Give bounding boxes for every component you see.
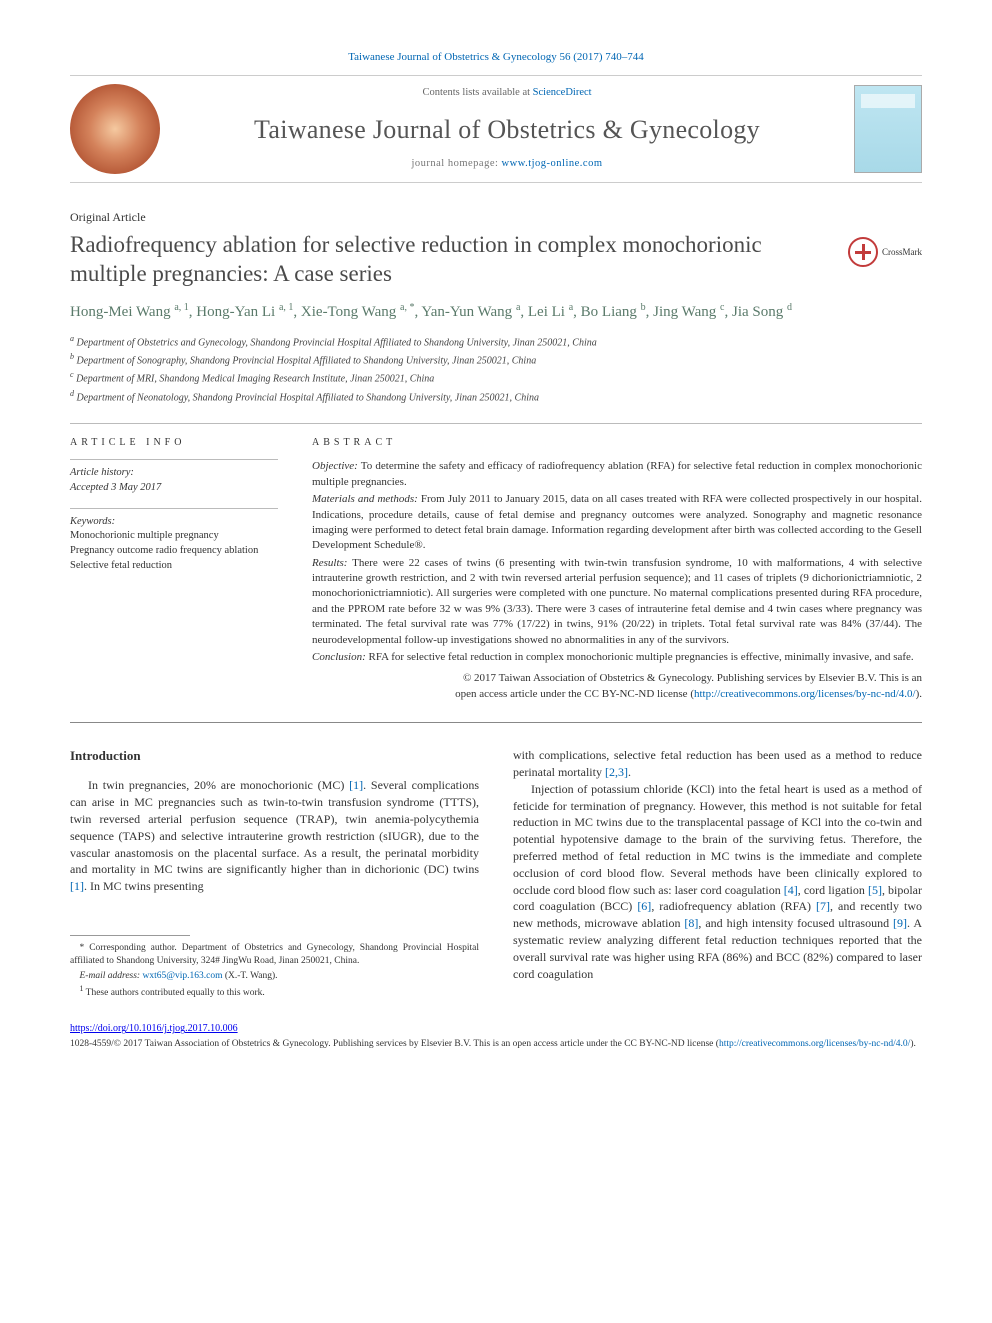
- footnote-divider: [70, 935, 190, 936]
- abstract-paragraph: Conclusion: RFA for selective fetal redu…: [312, 650, 922, 665]
- contents-prefix: Contents lists available at: [422, 87, 532, 98]
- keywords-label: Keywords:: [70, 515, 278, 530]
- top-citation: Taiwanese Journal of Obstetrics & Gyneco…: [70, 50, 922, 65]
- history-label: Article history:: [70, 466, 278, 481]
- email-link[interactable]: wxt65@vip.163.com: [142, 971, 222, 981]
- contents-available: Contents lists available at ScienceDirec…: [176, 86, 838, 100]
- divider: [70, 423, 922, 424]
- crossmark-label: CrossMark: [882, 246, 922, 258]
- keyword-item: Monochorionic multiple pregnancy: [70, 529, 278, 544]
- license-suffix: ).: [910, 1039, 916, 1049]
- doi: https://doi.org/10.1016/j.tjog.2017.10.0…: [70, 1022, 922, 1036]
- abstract-paragraph: Objective: To determine the safety and e…: [312, 459, 922, 490]
- corr-label: * Corresponding author.: [80, 943, 177, 953]
- affiliation-item: b Department of Sonography, Shandong Pro…: [70, 351, 922, 368]
- journal-cover-icon: [854, 85, 922, 173]
- abstract-label: ABSTRACT: [312, 436, 922, 450]
- intro-para-right-1: with complications, selective fetal redu…: [513, 747, 922, 781]
- email-suffix: (X.-T. Wang).: [222, 971, 277, 981]
- divider: [70, 722, 922, 723]
- article-title: Radiofrequency ablation for selective re…: [70, 231, 828, 289]
- affiliations-list: a Department of Obstetrics and Gynecolog…: [70, 333, 922, 405]
- accepted-date: Accepted 3 May 2017: [70, 481, 278, 496]
- intro-para-right-2: Injection of potassium chloride (KCl) in…: [513, 781, 922, 983]
- copyright-line1: © 2017 Taiwan Association of Obstetrics …: [463, 672, 922, 684]
- contrib-text: These authors contributed equally to thi…: [83, 989, 264, 999]
- keyword-item: Selective fetal reduction: [70, 559, 278, 574]
- license-link[interactable]: http://creativecommons.org/licenses/by-n…: [719, 1039, 910, 1049]
- license-line: 1028-4559/© 2017 Taiwan Association of O…: [70, 1038, 922, 1051]
- homepage-prefix: journal homepage:: [411, 158, 501, 169]
- license-prefix: 1028-4559/© 2017 Taiwan Association of O…: [70, 1039, 719, 1049]
- equal-contrib-note: 1 These authors contributed equally to t…: [70, 984, 479, 1000]
- left-column: Introduction In twin pregnancies, 20% ar…: [70, 747, 479, 1002]
- footnotes: * Corresponding author. Department of Ob…: [70, 942, 479, 1000]
- article-info-label: ARTICLE INFO: [70, 436, 278, 450]
- copyright-line2-suffix: ).: [916, 688, 922, 700]
- doi-link[interactable]: https://doi.org/10.1016/j.tjog.2017.10.0…: [70, 1023, 238, 1034]
- keyword-item: Pregnancy outcome radio frequency ablati…: [70, 544, 278, 559]
- crossmark-badge[interactable]: CrossMark: [848, 237, 922, 267]
- homepage-link[interactable]: www.tjog-online.com: [502, 158, 603, 169]
- introduction-heading: Introduction: [70, 747, 479, 765]
- journal-homepage: journal homepage: www.tjog-online.com: [176, 157, 838, 171]
- affiliation-item: d Department of Neonatology, Shandong Pr…: [70, 388, 922, 405]
- affiliation-item: a Department of Obstetrics and Gynecolog…: [70, 333, 922, 350]
- sciencedirect-link[interactable]: ScienceDirect: [533, 87, 592, 98]
- email-label: E-mail address:: [80, 971, 141, 981]
- email-note: E-mail address: wxt65@vip.163.com (X.-T.…: [70, 970, 479, 983]
- journal-name: Taiwanese Journal of Obstetrics & Gyneco…: [176, 112, 838, 147]
- intro-para-left: In twin pregnancies, 20% are monochorion…: [70, 777, 479, 895]
- cc-license-link[interactable]: http://creativecommons.org/licenses/by-n…: [694, 688, 916, 700]
- copyright-notice: © 2017 Taiwan Association of Obstetrics …: [312, 671, 922, 702]
- copyright-line2-prefix: open access article under the CC BY-NC-N…: [455, 688, 694, 700]
- right-column: with complications, selective fetal redu…: [513, 747, 922, 1002]
- corresponding-author-note: * Corresponding author. Department of Ob…: [70, 942, 479, 968]
- affiliation-item: c Department of MRI, Shandong Medical Im…: [70, 369, 922, 386]
- journal-logo-icon: [70, 84, 160, 174]
- crossmark-icon: [848, 237, 878, 267]
- article-type: Original Article: [70, 209, 922, 225]
- abstract-paragraph: Results: There were 22 cases of twins (6…: [312, 556, 922, 648]
- journal-header: Contents lists available at ScienceDirec…: [70, 75, 922, 183]
- abstract-body: Objective: To determine the safety and e…: [312, 459, 922, 665]
- article-history: Article history: Accepted 3 May 2017: [70, 459, 278, 495]
- abstract-paragraph: Materials and methods: From July 2011 to…: [312, 492, 922, 554]
- keywords-block: Keywords: Monochorionic multiple pregnan…: [70, 508, 278, 574]
- authors-list: Hong-Mei Wang a, 1, Hong-Yan Li a, 1, Xi…: [70, 301, 922, 323]
